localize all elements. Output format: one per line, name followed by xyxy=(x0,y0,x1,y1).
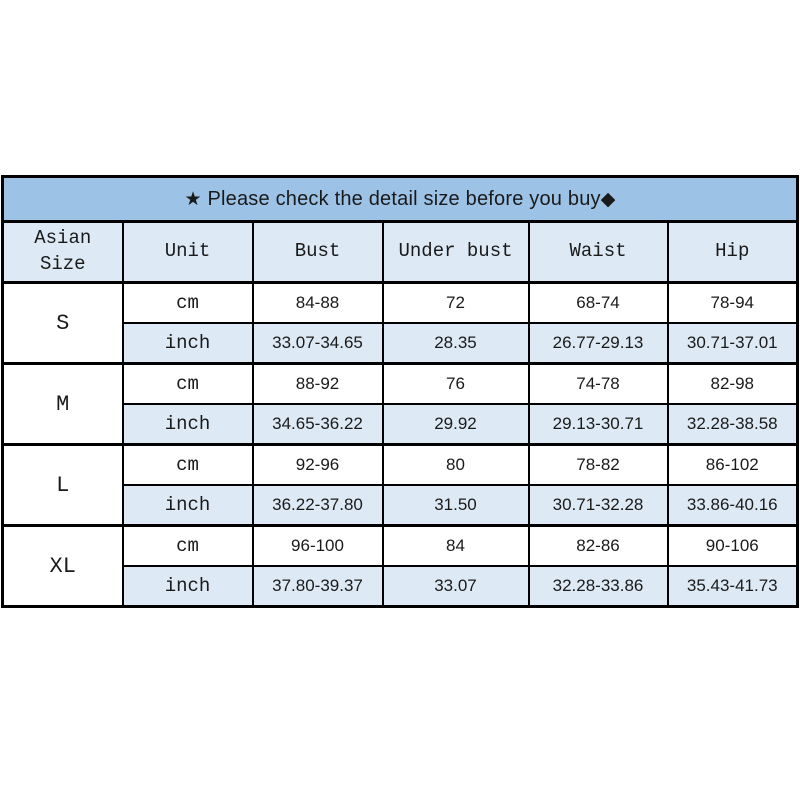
header-asian-size: Asian Size xyxy=(1,220,124,284)
size-label-s: S xyxy=(1,281,124,365)
header-unit: Unit xyxy=(121,220,254,284)
value-cell: 90-106 xyxy=(666,524,799,567)
value-cell: 82-98 xyxy=(666,362,799,405)
value-cell: 78-82 xyxy=(527,443,669,486)
table-row-xl-cm: XL cm 96-100 84 82-86 90-106 xyxy=(1,524,799,608)
value-cell: 96-100 xyxy=(251,524,384,567)
value-cell: 68-74 xyxy=(527,281,669,324)
table-row-m-cm: M cm 88-92 76 74-78 82-98 xyxy=(1,362,799,446)
unit-cell: inch xyxy=(121,403,254,446)
value-cell: 33.07-34.65 xyxy=(251,322,384,365)
value-cell: 76 xyxy=(381,362,530,405)
table-row-s-inch: inch 33.07-34.65 28.35 26.77-29.13 30.71… xyxy=(3,322,799,365)
value-cell: 32.28-33.86 xyxy=(527,565,669,608)
table-row-xl-inch: inch 37.80-39.37 33.07 32.28-33.86 35.43… xyxy=(3,565,799,608)
table-row-s-cm: S cm 84-88 72 68-74 78-94 xyxy=(1,281,799,365)
unit-cell: cm xyxy=(121,524,254,567)
diamond-icon: ◆ xyxy=(600,188,616,210)
value-cell: 80 xyxy=(381,443,530,486)
table-row-l-inch: inch 36.22-37.80 31.50 30.71-32.28 33.86… xyxy=(3,484,799,527)
value-cell: 32.28-38.58 xyxy=(666,403,799,446)
value-cell: 30.71-37.01 xyxy=(666,322,799,365)
value-cell: 86-102 xyxy=(666,443,799,486)
unit-cell: cm xyxy=(121,281,254,324)
header-waist: Waist xyxy=(527,220,669,284)
banner-row: ★ Please check the detail size before yo… xyxy=(1,175,799,223)
unit-cell: inch xyxy=(121,565,254,608)
header-hip: Hip xyxy=(666,220,799,284)
header-bust: Bust xyxy=(251,220,384,284)
banner: ★ Please check the detail size before yo… xyxy=(1,175,799,223)
size-label-xl: XL xyxy=(1,524,124,608)
value-cell: 84-88 xyxy=(251,281,384,324)
value-cell: 92-96 xyxy=(251,443,384,486)
value-cell: 88-92 xyxy=(251,362,384,405)
value-cell: 36.22-37.80 xyxy=(251,484,384,527)
unit-cell: cm xyxy=(121,443,254,486)
value-cell: 35.43-41.73 xyxy=(666,565,799,608)
value-cell: 31.50 xyxy=(381,484,530,527)
unit-cell: inch xyxy=(121,322,254,365)
value-cell: 74-78 xyxy=(527,362,669,405)
table-row-m-inch: inch 34.65-36.22 29.92 29.13-30.71 32.28… xyxy=(3,403,799,446)
size-label-m: M xyxy=(1,362,124,446)
header-under-bust: Under bust xyxy=(381,220,530,284)
value-cell: 82-86 xyxy=(527,524,669,567)
value-cell: 28.35 xyxy=(381,322,530,365)
value-cell: 37.80-39.37 xyxy=(251,565,384,608)
value-cell: 30.71-32.28 xyxy=(527,484,669,527)
star-icon: ★ xyxy=(184,188,202,210)
value-cell: 34.65-36.22 xyxy=(251,403,384,446)
value-cell: 33.07 xyxy=(381,565,530,608)
value-cell: 78-94 xyxy=(666,281,799,324)
value-cell: 72 xyxy=(381,281,530,324)
value-cell: 26.77-29.13 xyxy=(527,322,669,365)
value-cell: 29.92 xyxy=(381,403,530,446)
header-row: Asian Size Unit Bust Under bust Waist Hi… xyxy=(1,220,799,284)
unit-cell: cm xyxy=(121,362,254,405)
size-label-l: L xyxy=(1,443,124,527)
value-cell: 84 xyxy=(381,524,530,567)
banner-text: Please check the detail size before you … xyxy=(201,187,601,210)
value-cell: 33.86-40.16 xyxy=(666,484,799,527)
table-row-l-cm: L cm 92-96 80 78-82 86-102 xyxy=(1,443,799,527)
size-chart-table: ★ Please check the detail size before yo… xyxy=(1,175,800,608)
value-cell: 29.13-30.71 xyxy=(527,403,669,446)
unit-cell: inch xyxy=(121,484,254,527)
